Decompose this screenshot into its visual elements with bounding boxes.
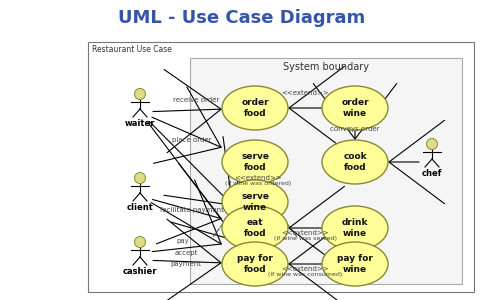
Circle shape	[426, 139, 438, 149]
Text: cashier: cashier	[123, 267, 157, 276]
Text: <<extend>>: <<extend>>	[281, 266, 329, 272]
Text: eat
food: eat food	[243, 218, 266, 238]
Text: serve
wine: serve wine	[241, 192, 269, 212]
Ellipse shape	[222, 206, 288, 250]
Ellipse shape	[222, 242, 288, 286]
Text: (if wine was ordered): (if wine was ordered)	[225, 181, 291, 186]
Text: pay: pay	[177, 238, 189, 244]
Text: (if wine was served): (if wine was served)	[273, 236, 336, 241]
Circle shape	[135, 236, 146, 247]
Bar	[88, 42, 474, 292]
Ellipse shape	[322, 242, 388, 286]
Text: System boundary: System boundary	[283, 62, 369, 72]
Text: drink
wine: drink wine	[342, 218, 368, 238]
Ellipse shape	[222, 140, 288, 184]
Ellipse shape	[322, 206, 388, 250]
Ellipse shape	[222, 86, 288, 130]
Text: UML - Use Case Diagram: UML - Use Case Diagram	[119, 9, 365, 27]
Text: order
wine: order wine	[341, 98, 369, 118]
Ellipse shape	[322, 140, 388, 184]
Text: <<extend>>: <<extend>>	[234, 175, 282, 181]
Text: payment: payment	[170, 261, 201, 267]
Text: pay for
food: pay for food	[237, 254, 273, 274]
Text: waiter: waiter	[125, 119, 155, 128]
Ellipse shape	[322, 86, 388, 130]
Text: facilitate payment: facilitate payment	[160, 207, 224, 213]
Text: receive order: receive order	[173, 97, 219, 103]
Text: cook
food: cook food	[343, 152, 367, 172]
Text: Restaurant Use Case: Restaurant Use Case	[92, 46, 172, 55]
Text: accept: accept	[174, 250, 197, 256]
Text: (if wine was consumed): (if wine was consumed)	[268, 272, 342, 277]
Ellipse shape	[222, 180, 288, 224]
Text: <<extend>>: <<extend>>	[281, 90, 329, 96]
Text: <<extend>>: <<extend>>	[281, 230, 329, 236]
Text: order
food: order food	[241, 98, 269, 118]
Text: client: client	[126, 203, 153, 212]
Text: pay for
wine: pay for wine	[337, 254, 373, 274]
Circle shape	[135, 172, 146, 184]
Text: chef: chef	[422, 169, 442, 178]
Circle shape	[135, 88, 146, 100]
Text: conveys order: conveys order	[330, 126, 380, 132]
Text: place order: place order	[172, 137, 212, 143]
Text: serve
food: serve food	[241, 152, 269, 172]
Bar	[190, 58, 462, 284]
